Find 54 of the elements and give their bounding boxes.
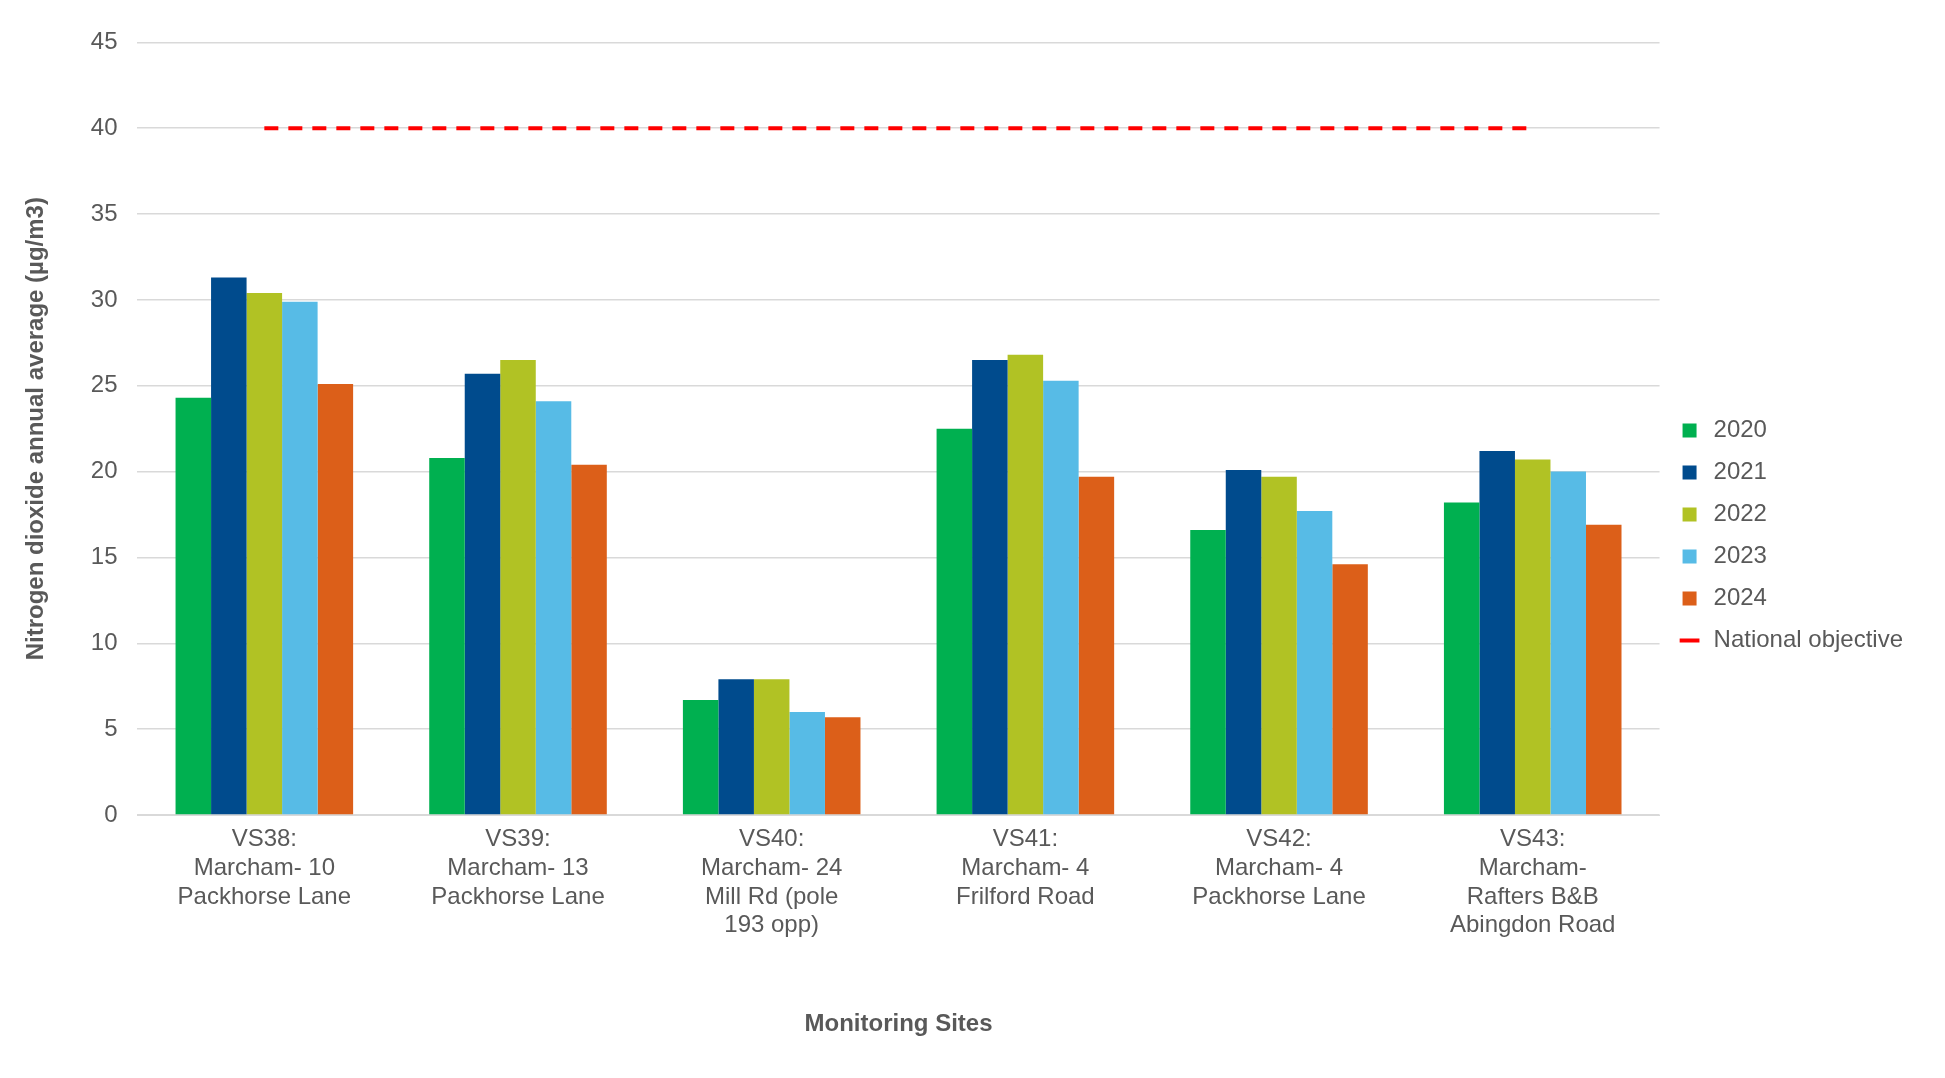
bar [464,373,501,815]
bar [1479,451,1515,815]
bar [282,301,318,815]
bar [1190,530,1226,815]
x-tick-label: VS42: Marcham- 4 Packhorse Lane [1192,824,1366,909]
y-tick-label: 30 [90,284,118,312]
x-axis-title: Monitoring Sites [804,1009,993,1037]
bar [571,464,607,815]
legend-label: National objective [1713,625,1904,653]
bar [429,457,465,815]
legend-label: 2022 [1713,499,1767,527]
legend-label: 2023 [1713,541,1767,569]
y-tick-label: 45 [90,27,118,55]
y-tick-label: 25 [90,370,118,398]
bar [718,679,754,815]
bar [1332,564,1368,815]
bar [972,360,1008,815]
x-tick-label: VS43: Marcham- Rafters B&B Abingdon Road [1449,824,1616,938]
x-tick-label: VS40: Marcham- 24 Mill Rd (pole 193 opp) [701,824,843,938]
legend-label: 2021 [1713,457,1767,485]
bar [211,277,247,815]
y-axis-title: Nitrogen dioxide annual average (µg/m3) [21,197,49,661]
bar [1261,476,1297,815]
x-tick-label: VS39: Marcham- 13 Packhorse Lane [431,824,605,909]
legend-label: 2024 [1713,583,1767,611]
bar [1550,471,1586,815]
y-tick-label: 35 [90,198,118,226]
bar [1078,476,1115,815]
y-tick-label: 15 [90,542,118,570]
bar [682,699,719,815]
bar [1296,511,1333,815]
bar [1443,502,1480,815]
y-tick-label: 0 [104,799,118,827]
bar [789,711,825,815]
bar [1043,380,1079,815]
bar [936,428,973,815]
bar [1585,524,1622,815]
legend-label: 2020 [1713,415,1767,443]
bar [246,293,283,815]
bar [1007,354,1044,815]
x-tick-label: VS41: Marcham- 4 Frilford Road [956,824,1095,909]
bar [824,717,861,815]
bar [1225,469,1262,815]
bar [753,679,790,815]
bar [317,384,354,815]
bar [535,401,572,815]
y-tick-label: 5 [104,713,118,741]
bar [175,397,212,815]
y-tick-label: 10 [90,627,118,655]
y-tick-label: 20 [90,456,118,484]
bar [1514,459,1551,815]
bar [500,360,536,815]
x-tick-label: VS38: Marcham- 10 Packhorse Lane [177,824,352,909]
y-tick-label: 40 [90,112,118,140]
